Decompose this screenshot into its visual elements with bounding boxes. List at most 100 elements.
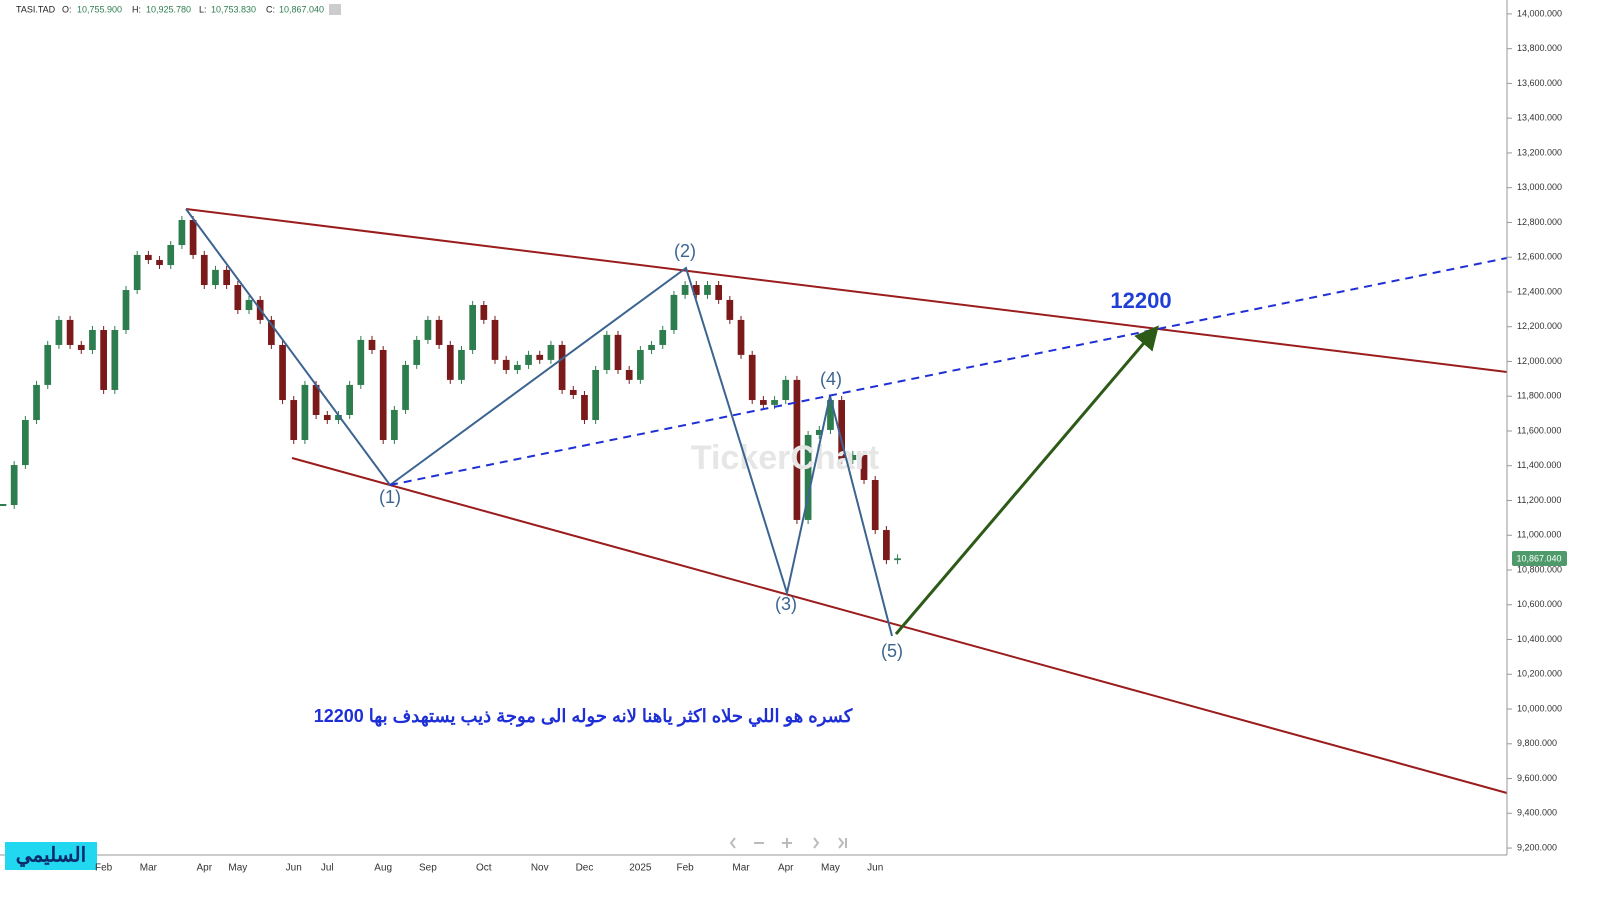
candle <box>771 400 778 405</box>
candle <box>357 339 365 385</box>
x-tick-label: Sep <box>419 863 437 874</box>
price-tag-label: 10,867.040 <box>1516 553 1561 563</box>
candle <box>871 479 879 531</box>
candle <box>77 344 85 350</box>
candle <box>547 344 555 360</box>
x-tick-label: Dec <box>576 863 594 874</box>
wave-label: (4) <box>820 369 842 389</box>
candle <box>446 344 454 380</box>
x-tick-label: Oct <box>476 863 492 874</box>
ohlc-value: 10,753.830 <box>211 4 256 14</box>
nav-controls[interactable] <box>729 837 847 849</box>
x-tick-label: Jun <box>867 863 883 874</box>
menu-button[interactable] <box>329 4 341 15</box>
candle <box>804 434 812 520</box>
ohlc-label: L: <box>199 4 207 14</box>
candle <box>435 319 443 345</box>
candle <box>133 254 141 291</box>
y-tick-label: 13,000.000 <box>1517 182 1562 192</box>
wave-label: (5) <box>881 641 903 661</box>
x-tick-label: Nov <box>531 863 549 874</box>
y-tick-label: 10,800.000 <box>1517 564 1562 574</box>
candle <box>491 319 499 360</box>
x-tick-label: Aug <box>374 863 392 874</box>
candle <box>167 245 175 266</box>
logo: السليمي <box>16 844 86 867</box>
wave-label: (3) <box>775 594 797 614</box>
candle <box>659 330 667 345</box>
y-tick-label: 13,200.000 <box>1517 147 1562 157</box>
x-tick-label: Feb <box>95 863 113 874</box>
y-tick-label: 10,000.000 <box>1517 703 1562 713</box>
candle <box>323 414 331 421</box>
candle <box>827 400 834 430</box>
candle <box>670 294 678 331</box>
candle <box>894 558 901 561</box>
candle <box>66 319 74 345</box>
candle <box>838 400 846 460</box>
y-tick-label: 10,400.000 <box>1517 634 1562 644</box>
x-tick-label: Apr <box>778 863 794 874</box>
ohlc-value: 10,925.780 <box>146 4 191 14</box>
y-tick-label: 9,600.000 <box>1517 773 1557 783</box>
candle <box>44 344 52 385</box>
candle <box>681 285 689 295</box>
y-tick-label: 12,000.000 <box>1517 356 1562 366</box>
candle <box>391 409 398 441</box>
note: كسره هو اللي حلاه اكثر ياهنا لانه حوله ا… <box>314 706 853 727</box>
candle <box>301 384 309 441</box>
candle <box>648 344 655 350</box>
candle <box>704 285 711 295</box>
candle <box>748 354 756 401</box>
lower-trendline <box>291 457 1508 794</box>
candle <box>122 290 130 331</box>
y-tick-label: 11,200.000 <box>1517 495 1561 505</box>
candle <box>480 304 488 320</box>
wave-lines <box>185 208 893 637</box>
candle <box>737 319 745 355</box>
candle <box>379 349 387 441</box>
upper-trendline <box>185 208 1508 373</box>
candle <box>726 299 734 320</box>
y-tick-label: 10,600.000 <box>1517 599 1562 609</box>
candle <box>558 344 566 390</box>
y-tick-label: 12,400.000 <box>1517 286 1562 296</box>
candle <box>268 319 275 345</box>
candle <box>335 414 342 421</box>
candle <box>234 285 242 311</box>
dashed-line <box>389 257 1508 486</box>
candle <box>200 254 208 285</box>
candle <box>111 330 119 390</box>
candle <box>849 454 857 460</box>
x-tick-label: Mar <box>140 863 158 874</box>
logo-box <box>5 842 97 870</box>
candle <box>514 364 521 370</box>
candle <box>603 334 611 370</box>
candle <box>815 429 823 435</box>
candle <box>782 379 790 401</box>
y-tick-label: 13,800.000 <box>1517 43 1562 53</box>
target-label: 12200 <box>1110 288 1171 313</box>
x-tick-label: May <box>228 863 247 874</box>
y-tick-label: 12,800.000 <box>1517 217 1562 227</box>
candle <box>33 384 40 421</box>
candle <box>569 389 577 396</box>
candle <box>223 269 230 285</box>
candle <box>100 330 107 390</box>
plot <box>0 216 901 565</box>
candle <box>156 259 163 266</box>
x-tick-label: Apr <box>196 863 212 874</box>
ohlc-label: O: <box>62 4 72 14</box>
candle <box>625 369 633 380</box>
x-tick-label: 2025 <box>629 863 652 874</box>
candle <box>793 379 801 520</box>
candle <box>178 220 186 246</box>
candle <box>614 334 622 370</box>
candle <box>245 299 253 311</box>
candle <box>368 339 376 350</box>
y-tick-label: 9,800.000 <box>1517 738 1557 748</box>
candle <box>312 384 320 415</box>
candle <box>279 344 286 401</box>
